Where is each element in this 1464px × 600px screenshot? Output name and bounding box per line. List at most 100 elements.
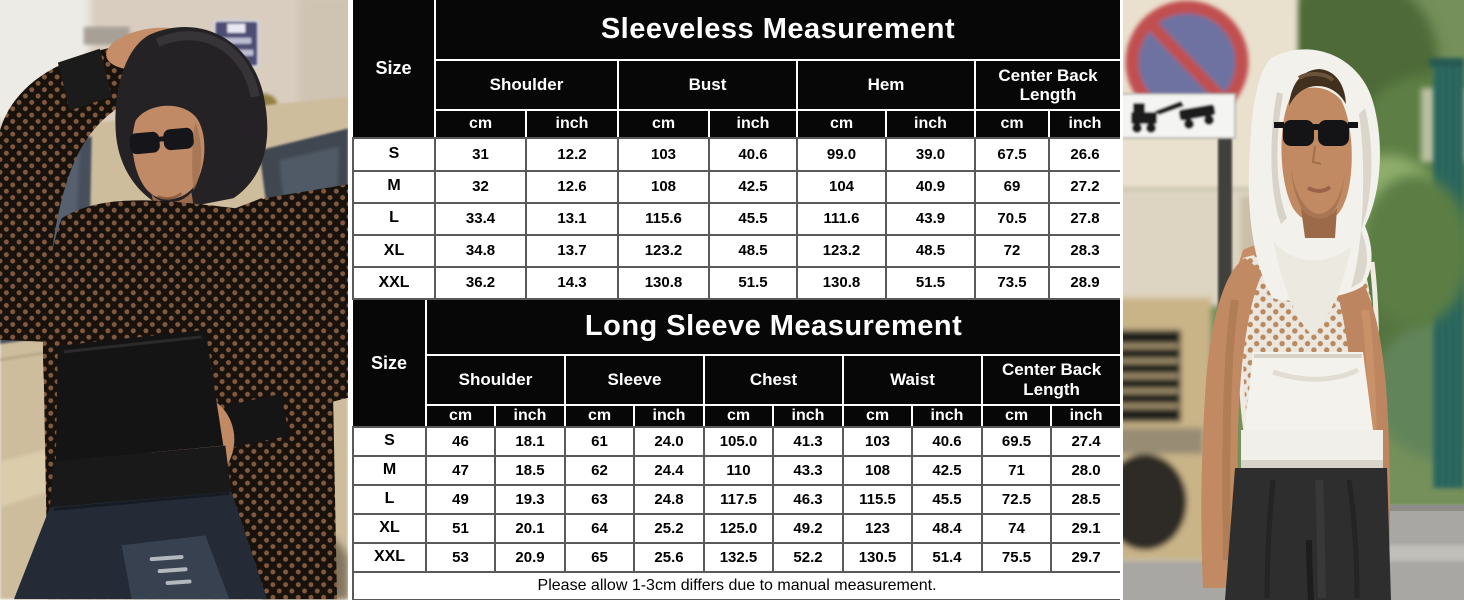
model-right	[1201, 49, 1391, 600]
value-cell: 103	[842, 426, 913, 457]
value-cell: 45.5	[708, 201, 798, 236]
hood-drape	[1273, 240, 1351, 334]
size-cell: L	[352, 201, 436, 236]
value-cell: 27.8	[1048, 201, 1122, 236]
column-group-header: Shoulder	[425, 354, 566, 406]
value-cell: 13.7	[525, 233, 619, 268]
divider-gap-right	[1120, 0, 1123, 600]
model-left	[0, 27, 348, 600]
column-group-row: Shoulder Bust Hem Center Back Length	[353, 59, 1122, 112]
value-cell: 36.2	[434, 265, 527, 301]
value-cell: 24.4	[633, 455, 705, 486]
value-cell: 130.5	[842, 542, 913, 573]
black-pants	[1225, 468, 1391, 600]
value-cell: 29.7	[1049, 542, 1123, 573]
column-group-header: Shoulder	[434, 59, 619, 112]
table-title: Sleeveless Measurement	[434, 0, 1122, 62]
value-cell: 13.1	[525, 201, 619, 236]
long-sleeve-measurement-table: Size Long Sleeve Measurement Shoulder Sleev…	[351, 300, 1123, 600]
parked-car	[1123, 298, 1211, 560]
value-cell: 108	[617, 169, 710, 204]
unit-header: inch	[1048, 109, 1122, 140]
value-cell: 115.5	[842, 484, 913, 515]
value-cell: 25.2	[633, 513, 705, 544]
value-cell: 40.6	[708, 137, 798, 172]
unit-header: cm	[981, 404, 1052, 428]
value-cell: 24.0	[633, 426, 705, 457]
unit-header: inch	[885, 109, 976, 140]
value-cell: 28.5	[1049, 484, 1123, 515]
column-group-header: Hem	[796, 59, 976, 112]
tow-truck-icon	[1131, 101, 1216, 133]
value-cell: 52.2	[772, 542, 844, 573]
unit-header: cm	[974, 109, 1050, 140]
photo-right-white-mesh-tank	[1123, 0, 1464, 600]
value-cell: 51.5	[708, 265, 798, 301]
value-cell: 62	[564, 455, 635, 486]
value-cell: 45.5	[911, 484, 983, 515]
value-cell: 18.5	[494, 455, 566, 486]
value-cell: 108	[842, 455, 913, 486]
value-cell: 72	[974, 233, 1050, 268]
value-cell: 48.5	[708, 233, 798, 268]
table-row-size-m: M 32 12.6 108 42.5 104 40.9 69 27.2	[352, 169, 1122, 204]
value-cell: 28.9	[1048, 265, 1122, 301]
value-cell: 104	[796, 169, 887, 204]
table-row-size-m: M 47 18.5 62 24.4 110 43.3 108 42.5 71 28.0	[352, 455, 1123, 486]
left-photo-illustration	[0, 0, 348, 600]
value-cell: 64	[564, 513, 635, 544]
header-title-row: Size Sleeveless Measurement	[353, 0, 1122, 140]
value-cell: 70.5	[974, 201, 1050, 236]
value-cell: 51.5	[885, 265, 976, 301]
value-cell: 53	[425, 542, 496, 573]
value-cell: 31	[434, 137, 527, 172]
value-cell: 47	[425, 455, 496, 486]
divider-gap-left	[348, 0, 352, 600]
unit-header: inch	[494, 404, 566, 428]
white-kangaroo-pocket	[1245, 352, 1373, 430]
value-cell: 74	[981, 513, 1052, 544]
value-cell: 26.6	[1048, 137, 1122, 172]
value-cell: 27.2	[1048, 169, 1122, 204]
value-cell: 123	[842, 513, 913, 544]
size-cell: XXL	[352, 542, 427, 573]
table-row-size-xl: XL 51 20.1 64 25.2 125.0 49.2 123 48.4 74 29.1	[352, 513, 1123, 544]
value-cell: 115.6	[617, 201, 710, 236]
mesh-sleeve-raised-arm	[0, 44, 172, 342]
value-cell: 48.5	[885, 233, 976, 268]
unit-header: cm	[564, 404, 635, 428]
footnote-row: Please allow 1-3cm differs due to manual…	[351, 571, 1123, 600]
column-group-header: Bust	[617, 59, 798, 112]
value-cell: 39.0	[885, 137, 976, 172]
sunglasses	[1274, 120, 1358, 146]
value-cell: 132.5	[703, 542, 774, 573]
sleeveless-measurement-table: Size Sleeveless Measurement Shoulder Bust He…	[352, 0, 1122, 301]
value-cell: 20.1	[494, 513, 566, 544]
left-arm	[1201, 258, 1263, 588]
value-cell: 110	[703, 455, 774, 486]
stubble	[1291, 168, 1345, 222]
value-cell: 71	[981, 455, 1052, 486]
table-row-size-l: L 33.4 13.1 115.6 45.5 111.6 43.9 70.5 27.8	[352, 201, 1122, 236]
value-cell: 48.4	[911, 513, 983, 544]
photo-left-black-mesh-hoodie	[0, 0, 348, 600]
column-group-header: Center Back Length	[974, 59, 1122, 112]
unit-header: cm	[796, 109, 887, 140]
size-cell: XL	[352, 233, 436, 268]
table-row-size-s: S 31 12.2 103 40.6 99.0 39.0 67.5 26.6	[352, 137, 1122, 172]
unit-header: cm	[842, 404, 913, 428]
unit-header: inch	[772, 404, 844, 428]
size-column-header: Size	[353, 300, 427, 428]
table-row-size-l: L 49 19.3 63 24.8 117.5 46.3 115.5 45.5 72.5 28.5	[352, 484, 1123, 515]
value-cell: 111.6	[796, 201, 887, 236]
value-cell: 18.1	[494, 426, 566, 457]
unit-header: cm	[434, 109, 527, 140]
measurement-footnote: Please allow 1-3cm differs due to manual…	[351, 571, 1123, 600]
size-cell: S	[352, 137, 436, 172]
value-cell: 51	[425, 513, 496, 544]
column-group-row: Shoulder Sleeve Chest Waist Center Back Leng…	[353, 354, 1123, 406]
size-cell: M	[352, 169, 436, 204]
value-cell: 69.5	[981, 426, 1052, 457]
value-cell: 46	[425, 426, 496, 457]
